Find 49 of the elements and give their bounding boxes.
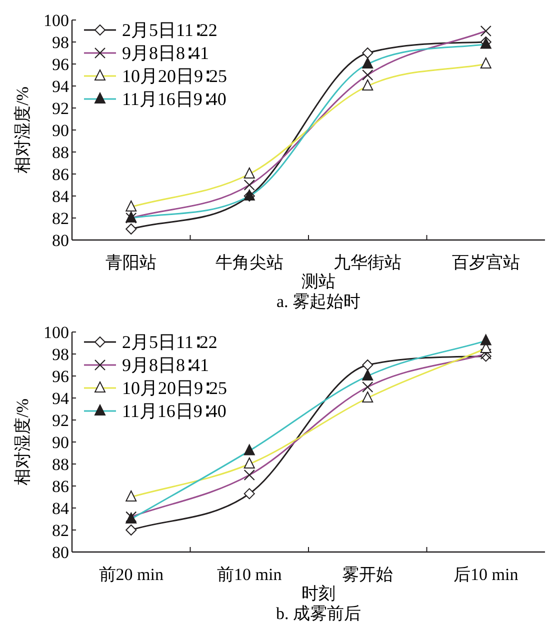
y-tick-label: 100 [44,11,69,30]
text: a. 雾起始时 [276,292,361,311]
x-tick-label: 前20 min [98,565,164,584]
point [244,488,255,500]
y-tick-label: 90 [52,433,69,452]
y-axis-title: 相对湿度/% [13,398,32,486]
y-tick-label: 80 [52,543,69,562]
y-tick-label: 92 [52,411,69,430]
y-tick-label: 92 [52,99,69,118]
point [362,48,374,58]
y-axis-title: 相对湿度/% [13,86,32,174]
y-tick-label: 84 [52,187,70,206]
legend-label: 9月8日8∶41 [122,355,209,375]
legend-label: 2月5日11∶22 [122,332,218,352]
y-tick-label: 98 [52,345,69,364]
y-tick-label: 94 [52,389,70,408]
x-axis-title: 测站 [302,272,336,291]
y-tick-label: 96 [52,367,69,386]
y-tick-label: 98 [52,33,69,52]
y-tick-label: 86 [52,477,69,496]
y-tick-label: 82 [52,521,69,540]
legend-label: 11月16日9∶40 [122,89,226,109]
y-tick-label: 82 [52,209,69,228]
y-tick-label: 86 [52,165,69,184]
legend-label: 9月8日8∶41 [122,43,209,63]
y-tick-label: 94 [52,77,70,96]
text: b. 成雾前后 [276,604,361,623]
y-tick-label: 88 [52,455,69,474]
x-tick-label: 雾开始 [342,565,394,584]
x-tick-label: 牛角尖站 [215,253,284,272]
point [126,224,137,234]
x-tick-label: 后10 min [454,565,519,584]
point [126,524,137,536]
x-tick-label: 百岁宫站 [452,253,520,272]
legend-label: 10月20日9∶25 [122,66,227,86]
y-tick-label: 80 [52,231,69,250]
x-tick-label: 前10 min [217,565,282,584]
y-tick-label: 100 [44,323,69,342]
legend-label: 2月5日11∶22 [122,20,218,40]
y-tick-label: 84 [52,499,70,518]
y-tick-label: 88 [52,143,69,162]
legend-label: 11月16日9∶40 [122,401,226,421]
x-tick-label: 青阳站 [106,253,157,272]
legend-label: 10月20日9∶25 [122,378,227,398]
point [362,360,374,370]
x-tick-label: 九华街站 [334,253,402,272]
x-axis-title: 时刻 [302,584,336,603]
y-tick-label: 96 [52,55,69,74]
y-tick-label: 90 [52,121,69,140]
